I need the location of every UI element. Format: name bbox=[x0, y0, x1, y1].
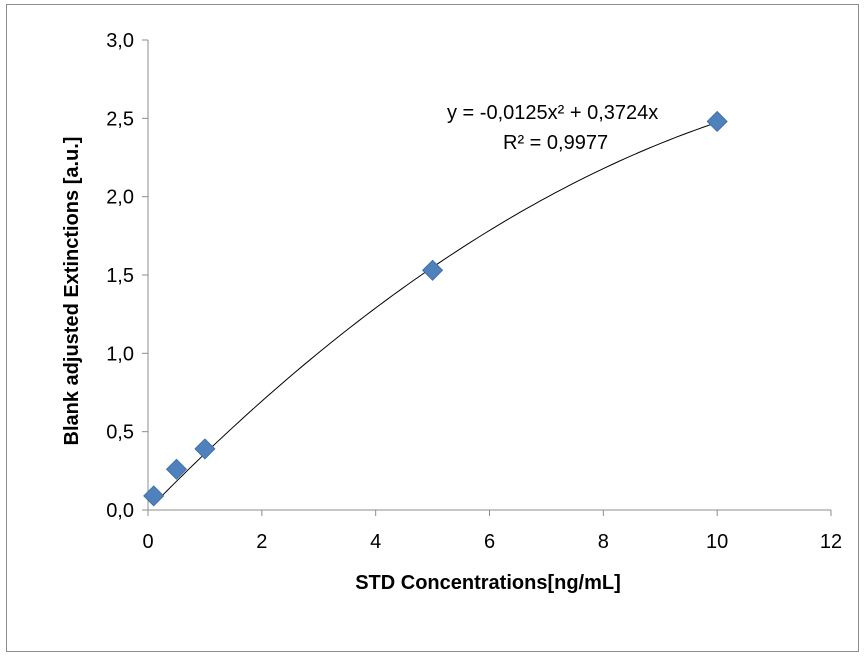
data-point-marker bbox=[165, 458, 188, 480]
x-tick-label: 12 bbox=[820, 531, 842, 553]
y-axis-title: Blank adjusted Extinctions [a.u.] bbox=[61, 137, 83, 446]
y-tick-label: 3,0 bbox=[106, 30, 134, 52]
trendline-equation: y = -0,0125x² + 0,3724x bbox=[447, 102, 658, 124]
trendline-r-squared: R² = 0,9977 bbox=[503, 132, 608, 154]
y-tick-label: 0,5 bbox=[106, 422, 134, 444]
data-point-marker bbox=[422, 259, 444, 281]
trendline bbox=[153, 121, 718, 505]
chart-area: 0,0 0,5 1,0 1,5 2,0 2,5 3,0 0 2 4 6 8 10 12 y = -0,01… bbox=[6, 4, 859, 652]
y-tick-label: 2,0 bbox=[106, 187, 134, 209]
x-tick-label: 10 bbox=[706, 531, 728, 553]
y-tick-label: 0,0 bbox=[106, 500, 134, 522]
tick-marks bbox=[142, 39, 832, 516]
tick-labels: 0,0 0,5 1,0 1,5 2,0 2,5 3,0 0 2 4 6 8 10 12 bbox=[106, 30, 842, 553]
x-tick-label: 6 bbox=[484, 531, 495, 553]
x-tick-label: 4 bbox=[370, 531, 381, 553]
x-tick-label: 0 bbox=[142, 531, 153, 553]
y-tick-label: 1,5 bbox=[106, 265, 134, 287]
y-tick-label: 2,5 bbox=[106, 108, 134, 130]
data-point-marker bbox=[143, 485, 165, 507]
data-point-marker bbox=[706, 110, 728, 133]
x-axis-title: STD Concentrations[ng/mL] bbox=[355, 572, 621, 594]
chart-plot: 0,0 0,5 1,0 1,5 2,0 2,5 3,0 0 2 4 6 8 10 12 y = -0,01… bbox=[61, 30, 842, 594]
data-points bbox=[143, 110, 728, 507]
data-point-marker bbox=[194, 438, 216, 460]
x-tick-label: 2 bbox=[256, 531, 267, 553]
y-tick-label: 1,0 bbox=[106, 343, 134, 365]
x-tick-label: 8 bbox=[598, 531, 609, 553]
